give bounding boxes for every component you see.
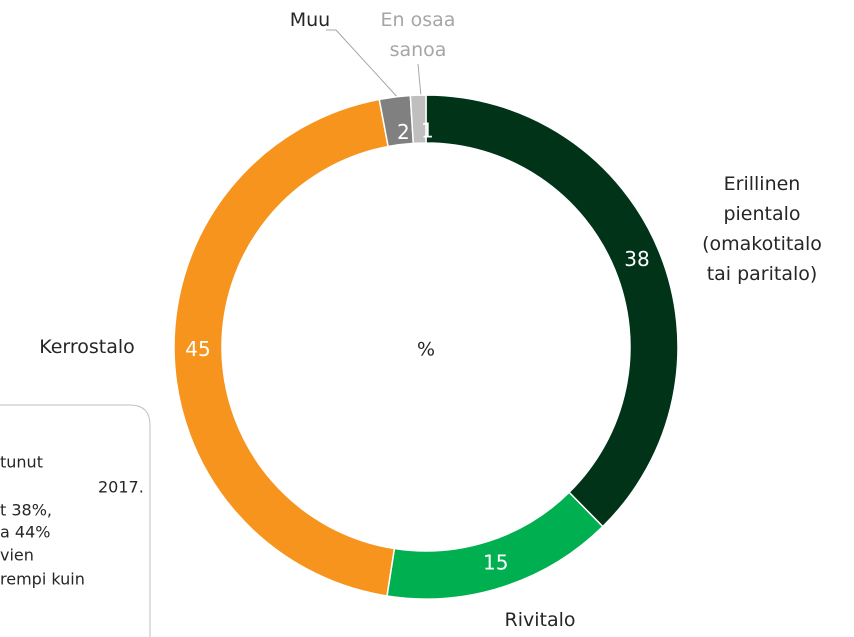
donut-slice [425,94,679,528]
category-label: Kerrostalo [39,336,135,358]
data-label: 45 [185,337,210,361]
label-line: Rivitalo [505,609,576,631]
data-label: 38 [624,247,649,271]
label-line: Muu [290,9,330,31]
category-label: Muu [290,9,330,31]
label-line: Erillinen [724,173,801,195]
data-label: 2 [397,120,410,144]
donut-slice [409,94,427,145]
label-line: Kerrostalo [39,336,135,358]
note-text: vien [0,546,34,565]
label-line: pientalo [723,203,800,225]
center-label: % [417,339,435,361]
category-label: Rivitalo [505,609,576,631]
leader-line [335,29,401,101]
donut-slice [386,491,604,600]
label-line: tai paritalo) [707,263,818,285]
label-line: En osaa [381,9,456,31]
donut-slice [173,98,396,597]
note-text: 2017. [98,478,144,497]
note-text: t 38%, [0,501,52,520]
category-label: En osaa sanoa [381,9,456,61]
data-label: 1 [421,119,434,143]
note-text: tunut [0,453,43,472]
note-box [0,404,151,637]
label-line: sanoa [390,39,447,61]
data-label: 15 [483,551,508,575]
note-text: rempi kuin [0,570,85,589]
category-label: Erillinen pientalo (omakotitalo tai parital… [702,173,822,285]
leader-line [417,63,422,97]
note-text: a 44% [0,523,50,542]
label-line: (omakotitalo [702,233,822,255]
